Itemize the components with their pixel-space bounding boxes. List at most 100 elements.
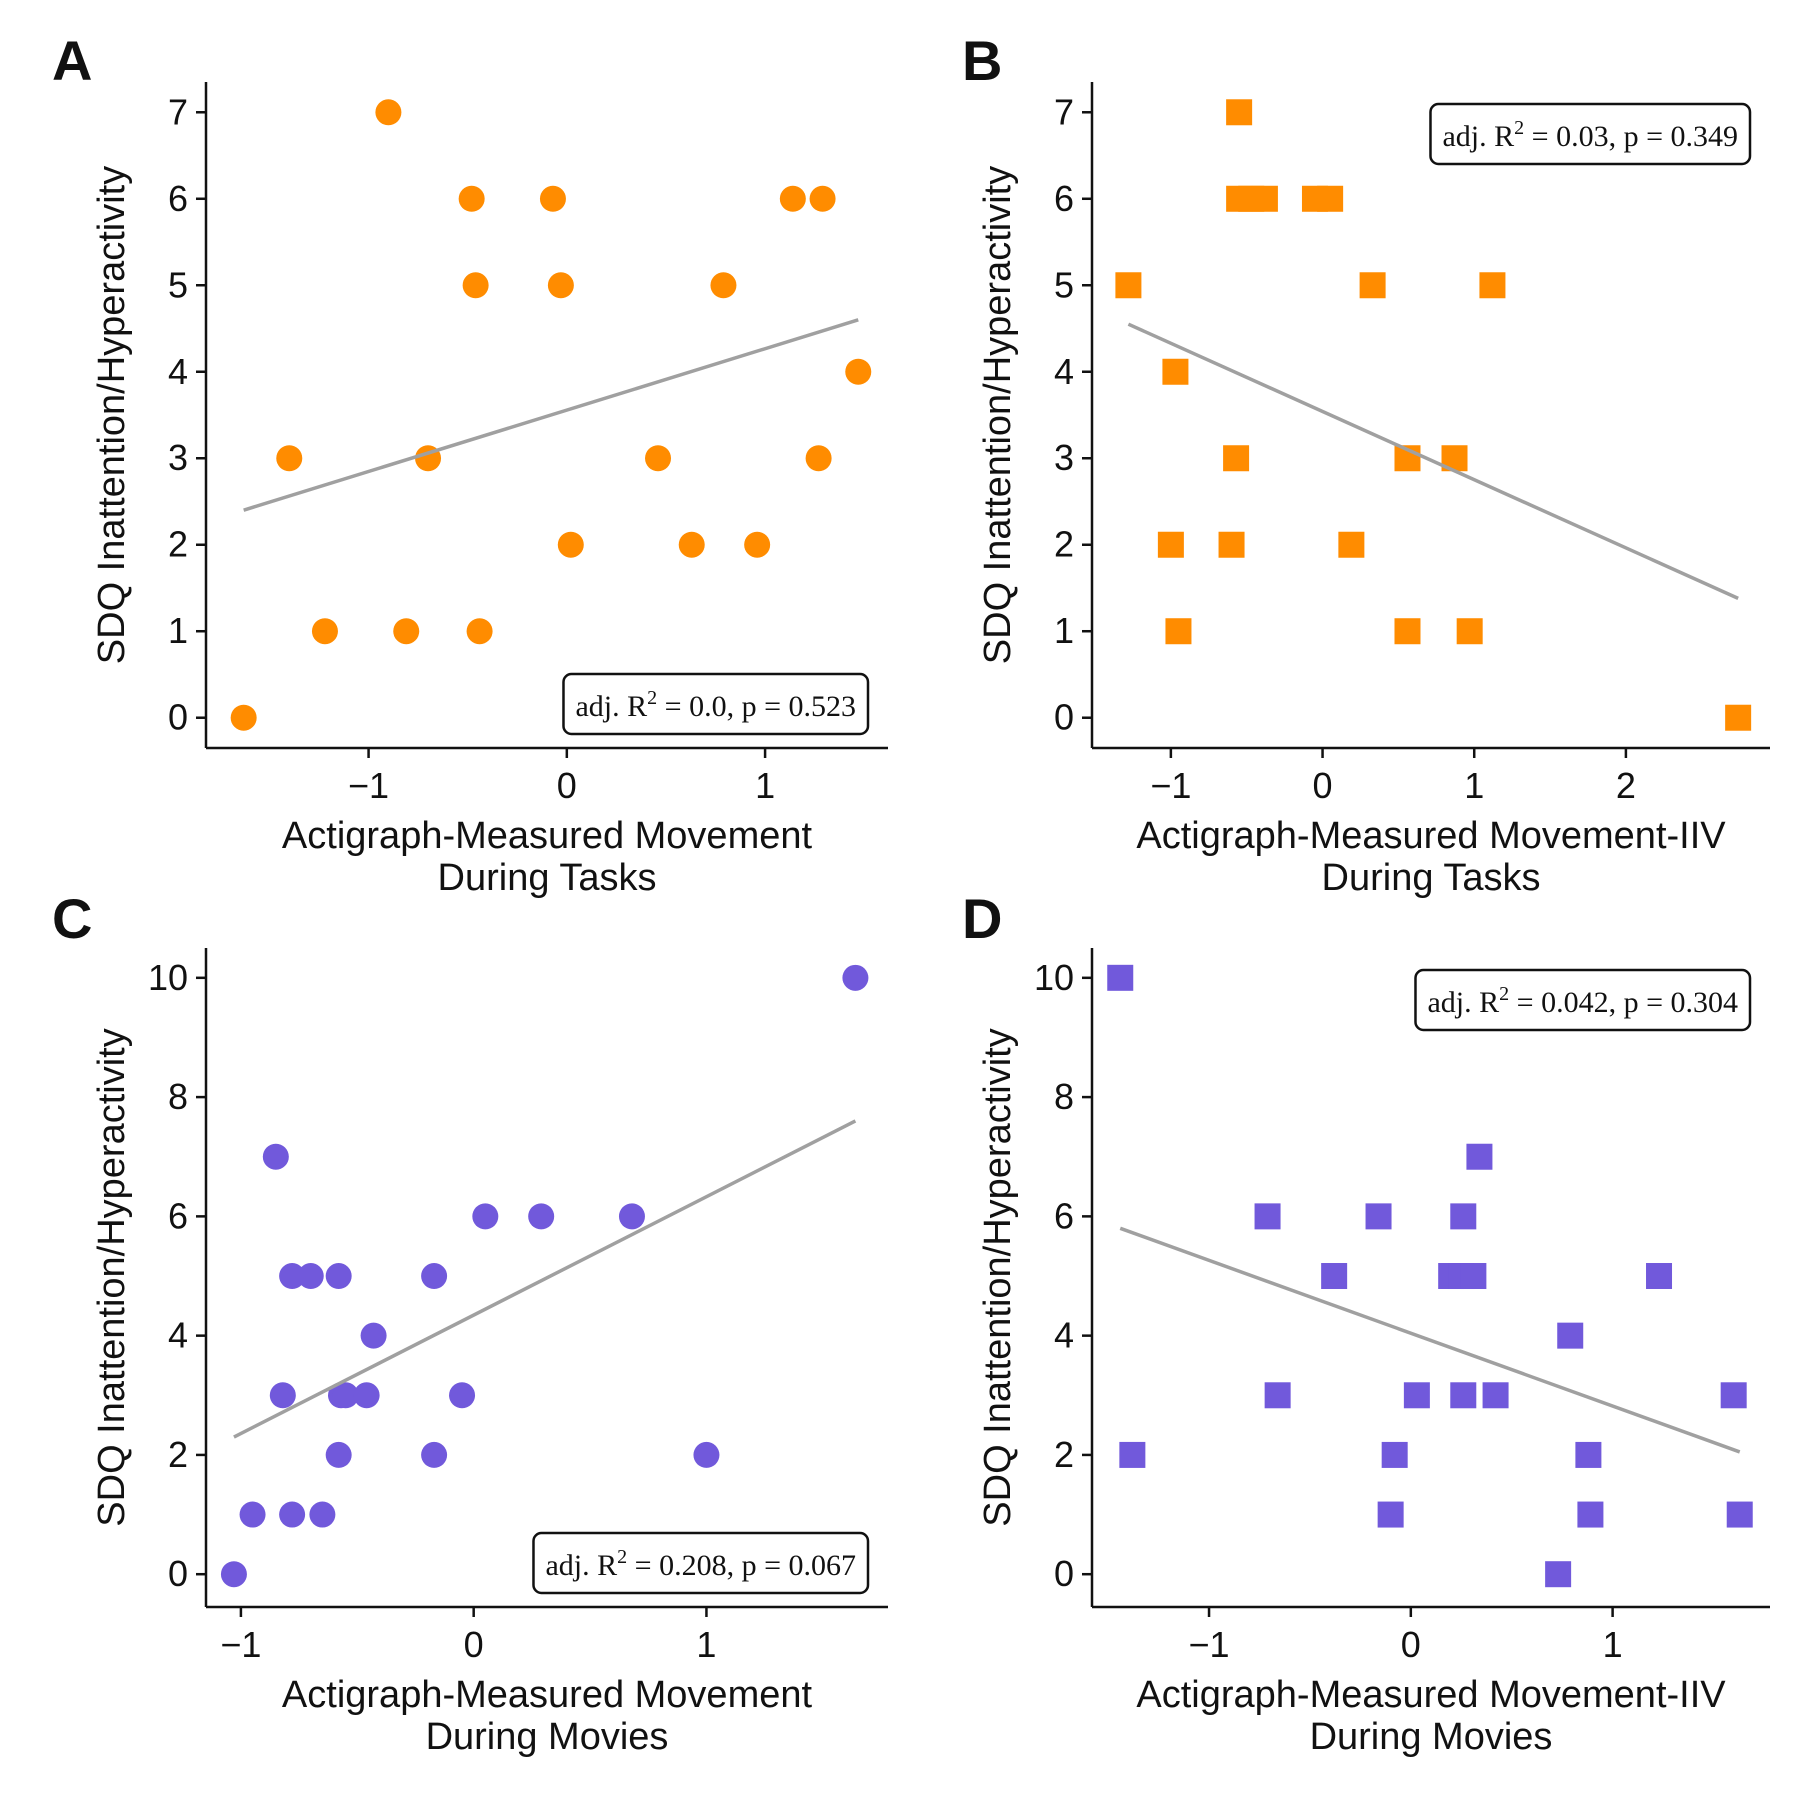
data-point [279,1263,306,1290]
data-point [309,1501,336,1528]
data-point [618,1203,645,1230]
data-point [325,1441,352,1468]
x-tick-label: −1 [220,1624,261,1665]
x-tick-label: −1 [1150,765,1191,806]
y-tick-label: 6 [1054,178,1074,219]
x-tick-label: 0 [557,765,577,806]
y-tick-label: 6 [168,1195,188,1236]
data-point [710,272,737,299]
data-point [1646,1263,1673,1290]
data-point [1479,272,1506,299]
data-point [1545,1561,1572,1588]
stats-box: adj. R2 = 0.03, p = 0.349 [1429,102,1752,166]
y-tick-label: 1 [168,610,188,651]
data-point [276,445,303,472]
regression-line [1127,322,1739,600]
data-point [1456,618,1483,645]
y-tick-label: 4 [1054,1315,1074,1356]
data-point [1466,1143,1493,1170]
y-tick-label: 0 [1054,697,1074,738]
data-point [421,1263,448,1290]
data-point [1450,1203,1477,1230]
regression-line [233,1119,857,1439]
y-axis-label: SDQ Inattention/Hyperactivity [977,166,1019,664]
x-tick-label: −1 [348,765,389,806]
stats-text: adj. R2 = 0.0, p = 0.523 [575,687,856,723]
data-point [805,445,832,472]
data-point [462,272,489,299]
data-point [375,99,402,126]
data-point [1377,1501,1404,1528]
data-point [678,531,705,558]
data-point [539,185,566,212]
y-tick-label: 2 [168,524,188,565]
regression-line [243,318,859,512]
data-point [1119,1441,1146,1468]
y-tick-label: 4 [168,351,188,392]
y-tick-label: 7 [1054,91,1074,132]
x-tick-label: 0 [1313,765,1333,806]
data-point [311,618,338,645]
data-point [393,618,420,645]
data-point [1482,1382,1509,1409]
data-point [744,531,771,558]
data-point [1381,1441,1408,1468]
data-point [528,1203,555,1230]
panel-b: B 0 1 2 3 4 5 6 7 −1 0 1 2 Actigraph-Measured Movemen… [962,29,1770,899]
y-tick-label: 6 [168,178,188,219]
x-tick-label: 1 [755,765,775,806]
x-axis-label-line2: During Tasks [1322,857,1541,899]
data-point [297,1263,324,1290]
regression-line [1119,1226,1741,1454]
x-axis-label: Actigraph-Measured Movement-IIV [1136,815,1726,857]
data-point [1162,358,1189,385]
data-point [645,445,672,472]
data-point [1226,99,1253,126]
data-point [1557,1322,1584,1349]
data-point [1317,185,1344,212]
data-point [1460,1263,1487,1290]
panel-c: C 0 2 4 6 8 10 −1 0 1 Actigraph-Measured MovementD… [52,887,888,1758]
y-tick-label: 0 [1054,1553,1074,1594]
data-point [809,185,836,212]
y-tick-label: 10 [1034,957,1074,998]
stats-text: adj. R2 = 0.03, p = 0.349 [1442,117,1738,153]
y-axis-label: SDQ Inattention/Hyperactivity [91,166,133,664]
data-point [1720,1382,1747,1409]
stats-box-frame [1414,968,1752,1032]
y-tick-label: 6 [1054,1195,1074,1236]
x-axis-label-line2: During Movies [1310,1716,1553,1758]
data-point [1726,1501,1753,1528]
data-point [230,704,257,731]
x-axis-label: Actigraph-Measured Movement [282,815,813,857]
x-tick-label: 0 [1401,1624,1421,1665]
panel-d: D 0 2 4 6 8 10 −1 0 1 Actigraph-Measured Movement-… [962,887,1770,1758]
data-point [1577,1501,1604,1528]
x-tick-label: 1 [1603,1624,1623,1665]
data-point [353,1382,380,1409]
data-point [1107,964,1134,991]
data-point [557,531,584,558]
y-tick-label: 4 [168,1315,188,1356]
data-point [1575,1441,1602,1468]
data-point [1725,704,1752,731]
data-point [1403,1382,1430,1409]
y-tick-label: 3 [168,437,188,478]
y-tick-label: 1 [1054,610,1074,651]
data-point [279,1501,306,1528]
y-tick-label: 2 [1054,524,1074,565]
data-point [1394,618,1421,645]
data-point [547,272,574,299]
data-point [1223,445,1250,472]
panel-letter: B [962,29,1002,92]
data-point [842,964,869,991]
y-tick-label: 3 [1054,437,1074,478]
data-point [466,618,493,645]
data-point [449,1382,476,1409]
y-tick-label: 8 [1054,1076,1074,1117]
panel-letter: A [52,29,92,92]
data-point [262,1143,289,1170]
data-point [1218,531,1245,558]
data-point [1264,1382,1291,1409]
data-point [1450,1382,1477,1409]
